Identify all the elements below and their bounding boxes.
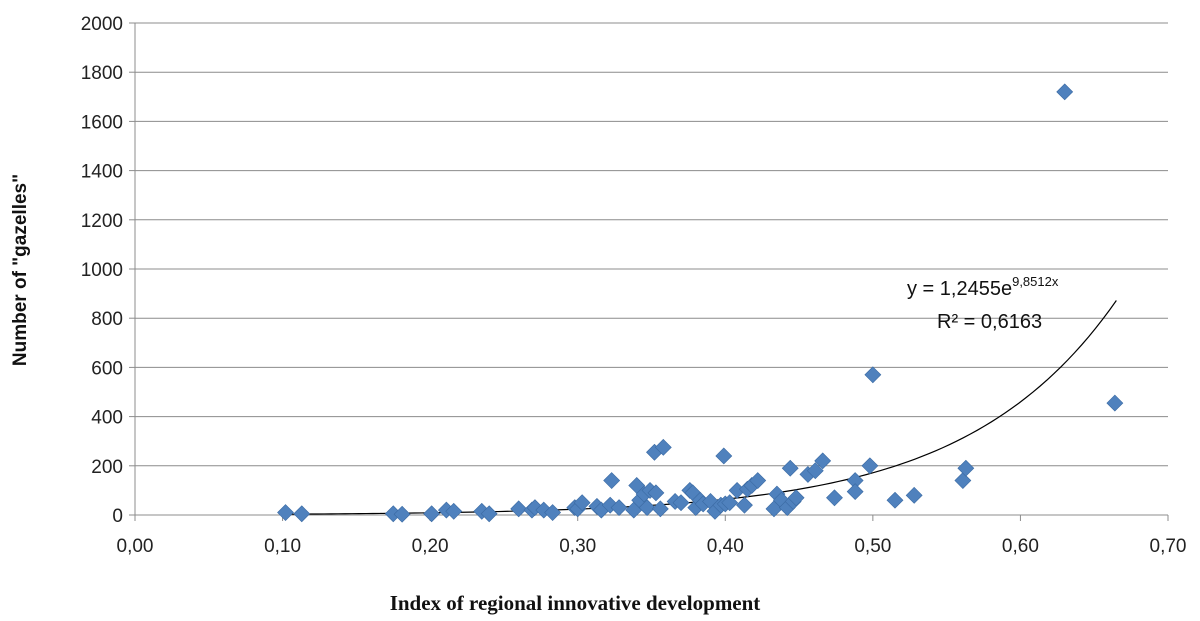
y-tick-label: 2000 [81,14,123,35]
data-point [654,438,672,456]
gridlines [135,22,1168,467]
y-tick-label: 1200 [81,211,123,232]
x-axis-label: Index of regional innovative development [390,591,761,615]
data-point [610,499,628,517]
x-tick-label: 0,70 [1150,536,1187,557]
data-point [480,505,498,523]
x-tick-label: 0,00 [117,536,154,557]
x-tick-label: 0,20 [412,536,449,557]
x-tick-label: 0,50 [854,536,891,557]
data-point [721,494,739,512]
data-point [573,494,591,512]
y-axis-label: Number of "gazelles" [10,174,31,366]
data-point [749,472,767,489]
data-point [647,484,665,502]
data-point [672,494,690,512]
data-point [603,472,621,489]
y-tick-label: 0 [112,506,123,527]
data-point [423,505,441,523]
data-point [814,452,832,470]
data-point [861,457,879,475]
y-tick-label: 400 [91,408,123,429]
data-point [638,499,656,517]
data-point [1106,394,1124,412]
data-point [736,496,753,514]
x-tick-label: 0,10 [264,536,301,557]
y-tick-label: 200 [91,457,123,478]
x-tick-label: 0,60 [1002,536,1039,557]
y-tick-label: 1000 [81,260,123,281]
y-tick-label: 800 [91,309,123,330]
axes [129,22,1169,521]
data-point [954,472,972,489]
y-tick-label: 1800 [81,63,123,84]
data-point [277,504,294,521]
data-point [715,447,733,465]
data-point [905,486,923,504]
y-tick-label: 600 [91,358,123,379]
data-point [293,505,311,523]
equation-main: y = 1,2455e [907,278,1012,300]
x-tick-label: 0,30 [559,536,596,557]
data-point [535,501,553,519]
data-point [445,502,463,520]
y-tick-label: 1600 [81,112,123,133]
data-point [826,489,843,507]
data-point [806,462,824,480]
equation-exponent: 9,8512x [1012,274,1059,289]
tick-labels: 0 200 400 600 800 1000 1200 1400 1600 1800 2000 0,0… [81,14,1187,557]
data-point [787,489,805,507]
data-points [277,83,1124,523]
data-point [544,504,562,521]
x-tick-label: 0,40 [707,536,744,557]
data-point [393,505,411,523]
data-point [510,500,528,518]
data-point [1056,83,1074,101]
trendline-equation: y = 1,2455e9,8512x [907,274,1059,300]
data-point [864,366,882,384]
data-point [886,491,904,509]
y-tick-label: 1400 [81,162,123,183]
data-point [846,483,864,501]
data-point [651,500,669,518]
data-point [781,459,799,477]
data-point [957,459,975,477]
r-squared-label: R² = 0,6163 [937,311,1042,333]
